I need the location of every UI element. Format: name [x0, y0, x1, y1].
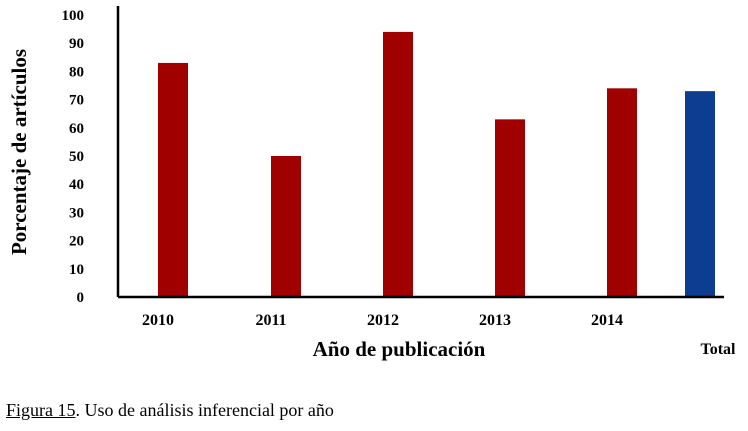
y-tick-label: 70	[69, 93, 84, 109]
bars	[158, 31, 715, 297]
x-tick-label-2011: 2011	[255, 312, 286, 329]
x-tick-label-2012: 2012	[367, 312, 399, 329]
y-tick-label: 30	[69, 205, 84, 221]
figure-label: Figura 15	[6, 400, 76, 420]
bar-2012	[383, 31, 413, 297]
bar-2013	[495, 119, 525, 297]
bar-total	[685, 91, 715, 297]
x-tick-label-2010: 2010	[142, 312, 174, 329]
y-tick-label: 40	[69, 177, 84, 193]
y-tick-label: 10	[69, 262, 84, 278]
y-tick-label: 0	[77, 290, 85, 306]
x-axis-tick-labels: 2010 2011 2012 2013 2014 Total	[142, 312, 736, 358]
y-tick-label: 90	[69, 36, 84, 52]
y-tick-label: 60	[69, 121, 84, 137]
x-axis-title: Año de publicación	[313, 337, 486, 361]
bar-2011	[271, 156, 301, 297]
x-tick-label-2013: 2013	[479, 312, 511, 329]
y-axis-title: Porcentaje de artículos	[7, 49, 31, 255]
x-tick-label-2014: 2014	[591, 312, 623, 329]
x-tick-label-total: Total	[701, 341, 737, 358]
y-axis-ticks: 0 10 20 30 40 50 60 70 80 90 100	[62, 8, 85, 306]
y-tick-label: 20	[69, 234, 84, 250]
figure-caption: Figura 15. Uso de análisis inferencial p…	[6, 400, 334, 421]
caption-text: . Uso de análisis inferencial por año	[75, 400, 334, 420]
y-tick-label: 100	[62, 8, 85, 24]
y-tick-label: 80	[69, 64, 84, 80]
bar-2014	[607, 88, 637, 297]
y-tick-label: 50	[69, 149, 84, 165]
bar-2010	[158, 62, 188, 297]
